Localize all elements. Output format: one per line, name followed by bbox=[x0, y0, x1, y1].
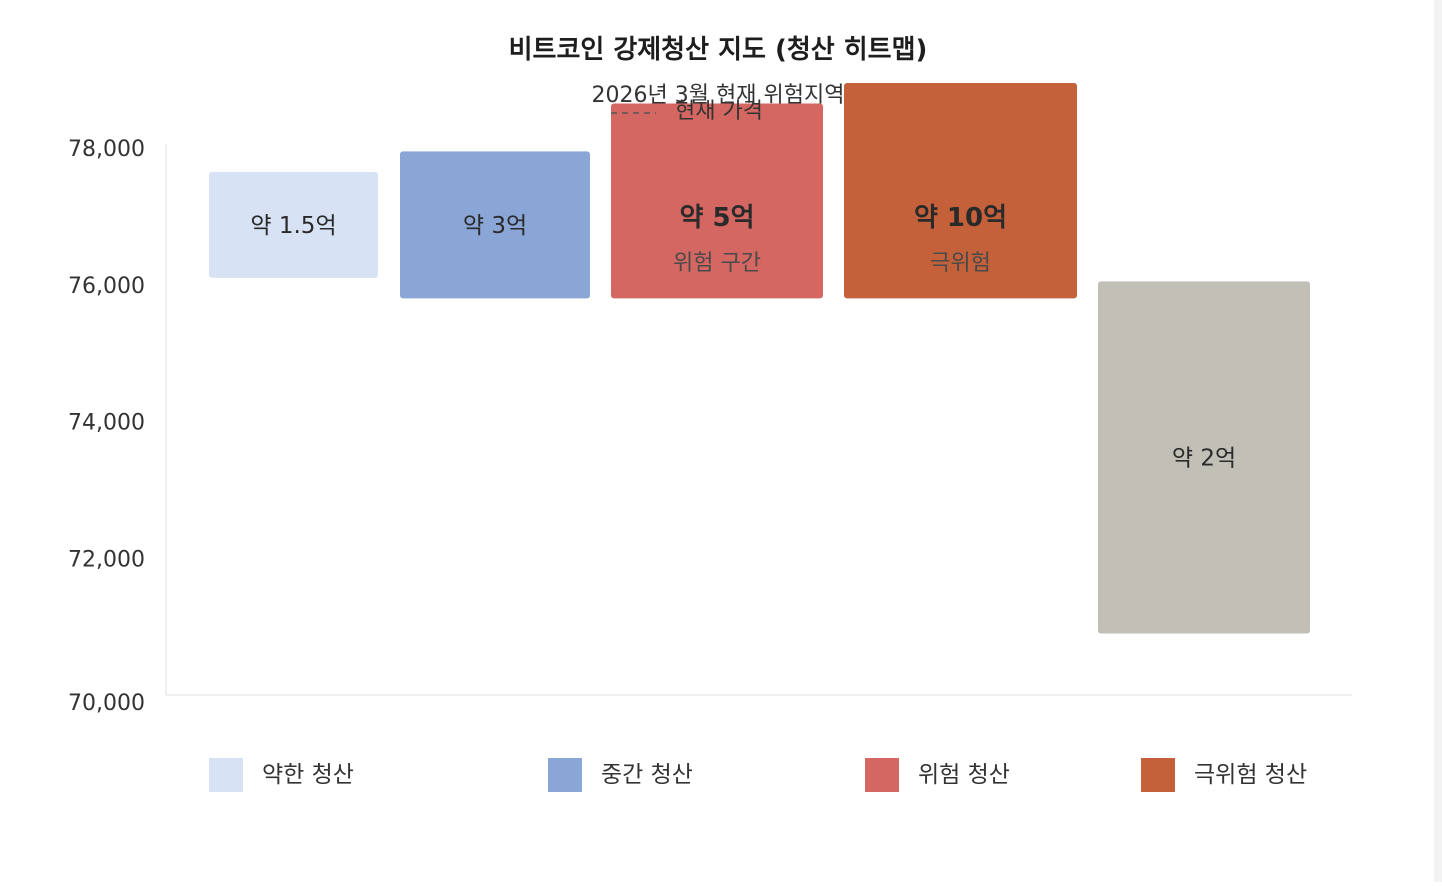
y-tick-label: 72,000 bbox=[68, 547, 145, 572]
zone-label: 약 1.5억 bbox=[250, 213, 336, 239]
zone-bar-other bbox=[1098, 281, 1310, 634]
y-tick-label: 76,000 bbox=[68, 274, 145, 299]
legend-swatch bbox=[1141, 758, 1175, 792]
zone-sublabel: 극위험 bbox=[930, 251, 991, 276]
legend-label: 중간 청산 bbox=[601, 762, 693, 788]
zone-label: 약 2억 bbox=[1172, 445, 1236, 471]
zone-bar-extreme bbox=[844, 83, 1077, 299]
legend-label: 극위험 청산 bbox=[1194, 762, 1307, 788]
chart-title: 비트코인 강제청산 지도 (청산 히트맵) bbox=[509, 35, 928, 65]
legend-swatch bbox=[865, 758, 899, 792]
y-tick-label: 70,000 bbox=[68, 691, 145, 716]
axes: 78,000 76,000 74,000 72,000 70,000 bbox=[68, 137, 1352, 716]
zone-label: 약 10억 bbox=[914, 203, 1007, 233]
scrollbar-track bbox=[1434, 0, 1442, 882]
zone-label: 약 3억 bbox=[463, 213, 527, 239]
legend-label: 약한 청산 bbox=[262, 762, 354, 788]
y-tick-label: 74,000 bbox=[68, 411, 145, 436]
legend: 약한 청산 중간 청산 위험 청산 극위험 청산 bbox=[209, 758, 1307, 792]
zone-sublabel: 위험 구간 bbox=[673, 251, 761, 276]
zone-bar-medium bbox=[400, 151, 590, 299]
current-price-label: 현재 가격 bbox=[675, 99, 763, 124]
legend-swatch bbox=[548, 758, 582, 792]
legend-label: 위험 청산 bbox=[918, 762, 1010, 788]
legend-swatch bbox=[209, 758, 243, 792]
zone-bar-danger bbox=[611, 103, 823, 299]
zone-bar-weak bbox=[209, 171, 378, 278]
zone-label: 약 5억 bbox=[680, 203, 755, 233]
y-tick-label: 78,000 bbox=[68, 137, 145, 162]
